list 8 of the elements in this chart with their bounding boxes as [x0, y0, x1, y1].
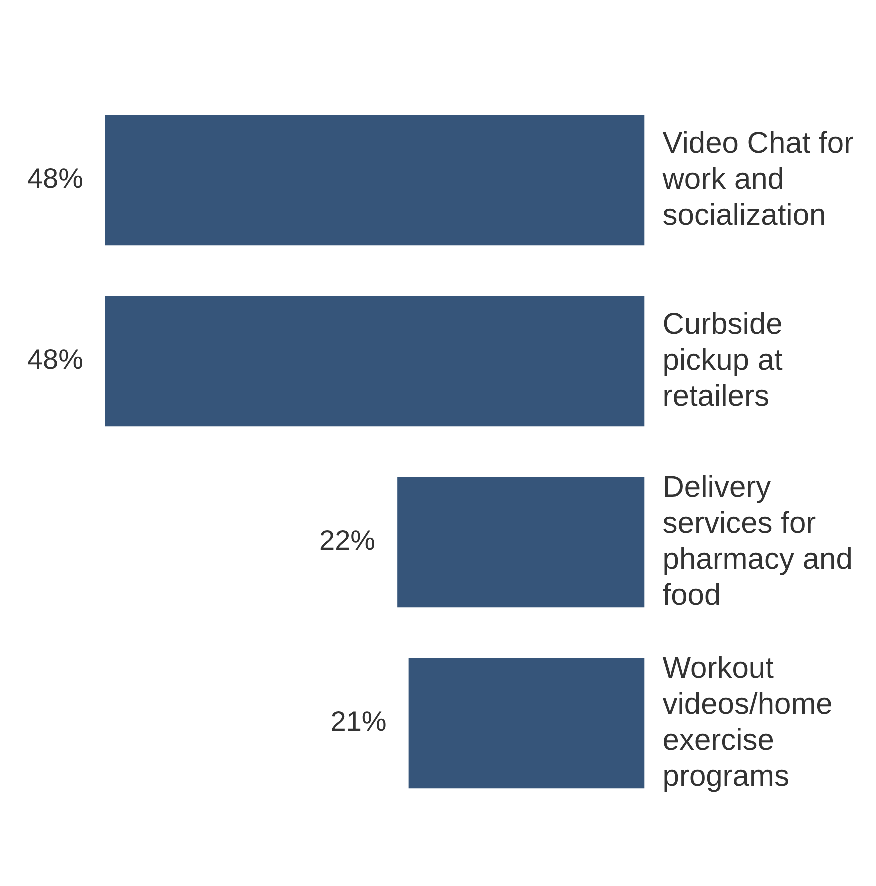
- y-tick-label: Video Chat for work and socialization: [662, 126, 854, 232]
- data-label: 48%: [27, 344, 84, 376]
- y-tick-label: Workout videos/home exercise programs: [662, 652, 833, 793]
- data-label: 21%: [330, 706, 387, 738]
- y-tick-label: Delivery services for pharmacy and food: [662, 470, 853, 612]
- data-label: 22%: [320, 525, 376, 556]
- y-tick-label: Curbside pickup at retailers: [662, 308, 784, 413]
- data-label: 48%: [27, 163, 84, 194]
